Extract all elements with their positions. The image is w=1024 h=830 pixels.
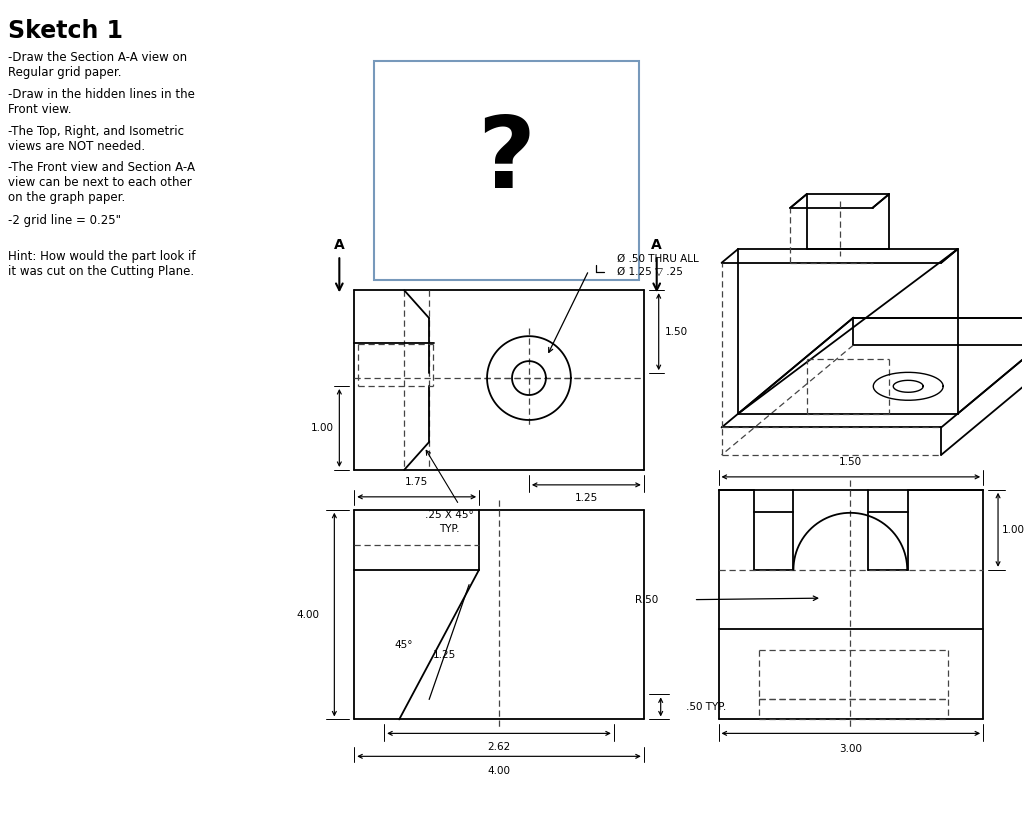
Text: Sketch 1: Sketch 1 (8, 19, 123, 43)
Text: 4.00: 4.00 (296, 609, 319, 620)
Text: -Draw the Section A-A view on
Regular grid paper.: -Draw the Section A-A view on Regular gr… (8, 51, 187, 79)
Text: A: A (334, 238, 345, 252)
Text: 1.00: 1.00 (1001, 525, 1024, 535)
Text: .50 TYP.: .50 TYP. (686, 702, 726, 712)
Text: -The Front view and Section A-A
view can be next to each other
on the graph pape: -The Front view and Section A-A view can… (8, 162, 195, 204)
Text: 1.50: 1.50 (840, 457, 862, 467)
Text: ?: ? (477, 112, 536, 209)
Text: 2.62: 2.62 (487, 742, 511, 752)
Text: 1.50: 1.50 (666, 327, 688, 337)
Text: A: A (651, 238, 663, 252)
Text: 1.25: 1.25 (432, 650, 456, 660)
Text: -Draw in the hidden lines in the
Front view.: -Draw in the hidden lines in the Front v… (8, 88, 195, 115)
Text: 45°: 45° (394, 640, 413, 650)
Text: 1.75: 1.75 (406, 477, 428, 487)
Text: Ø .50 THRU ALL: Ø .50 THRU ALL (616, 253, 698, 263)
Text: R.50: R.50 (636, 594, 658, 604)
Text: Ø 1.25 ▽ .25: Ø 1.25 ▽ .25 (616, 267, 683, 277)
Text: -The Top, Right, and Isometric
views are NOT needed.: -The Top, Right, and Isometric views are… (8, 124, 184, 153)
Text: -2 grid line = 0.25": -2 grid line = 0.25" (8, 214, 121, 227)
Text: 4.00: 4.00 (487, 766, 511, 776)
Text: .25 X 45°: .25 X 45° (425, 510, 473, 520)
Text: Hint: How would the part look if
it was cut on the Cutting Plane.: Hint: How would the part look if it was … (8, 251, 196, 278)
Text: 1.25: 1.25 (574, 493, 598, 503)
Text: 3.00: 3.00 (840, 745, 862, 754)
Text: 1.00: 1.00 (311, 423, 334, 433)
Text: TYP.: TYP. (439, 524, 460, 534)
Bar (374, 61, 639, 281)
